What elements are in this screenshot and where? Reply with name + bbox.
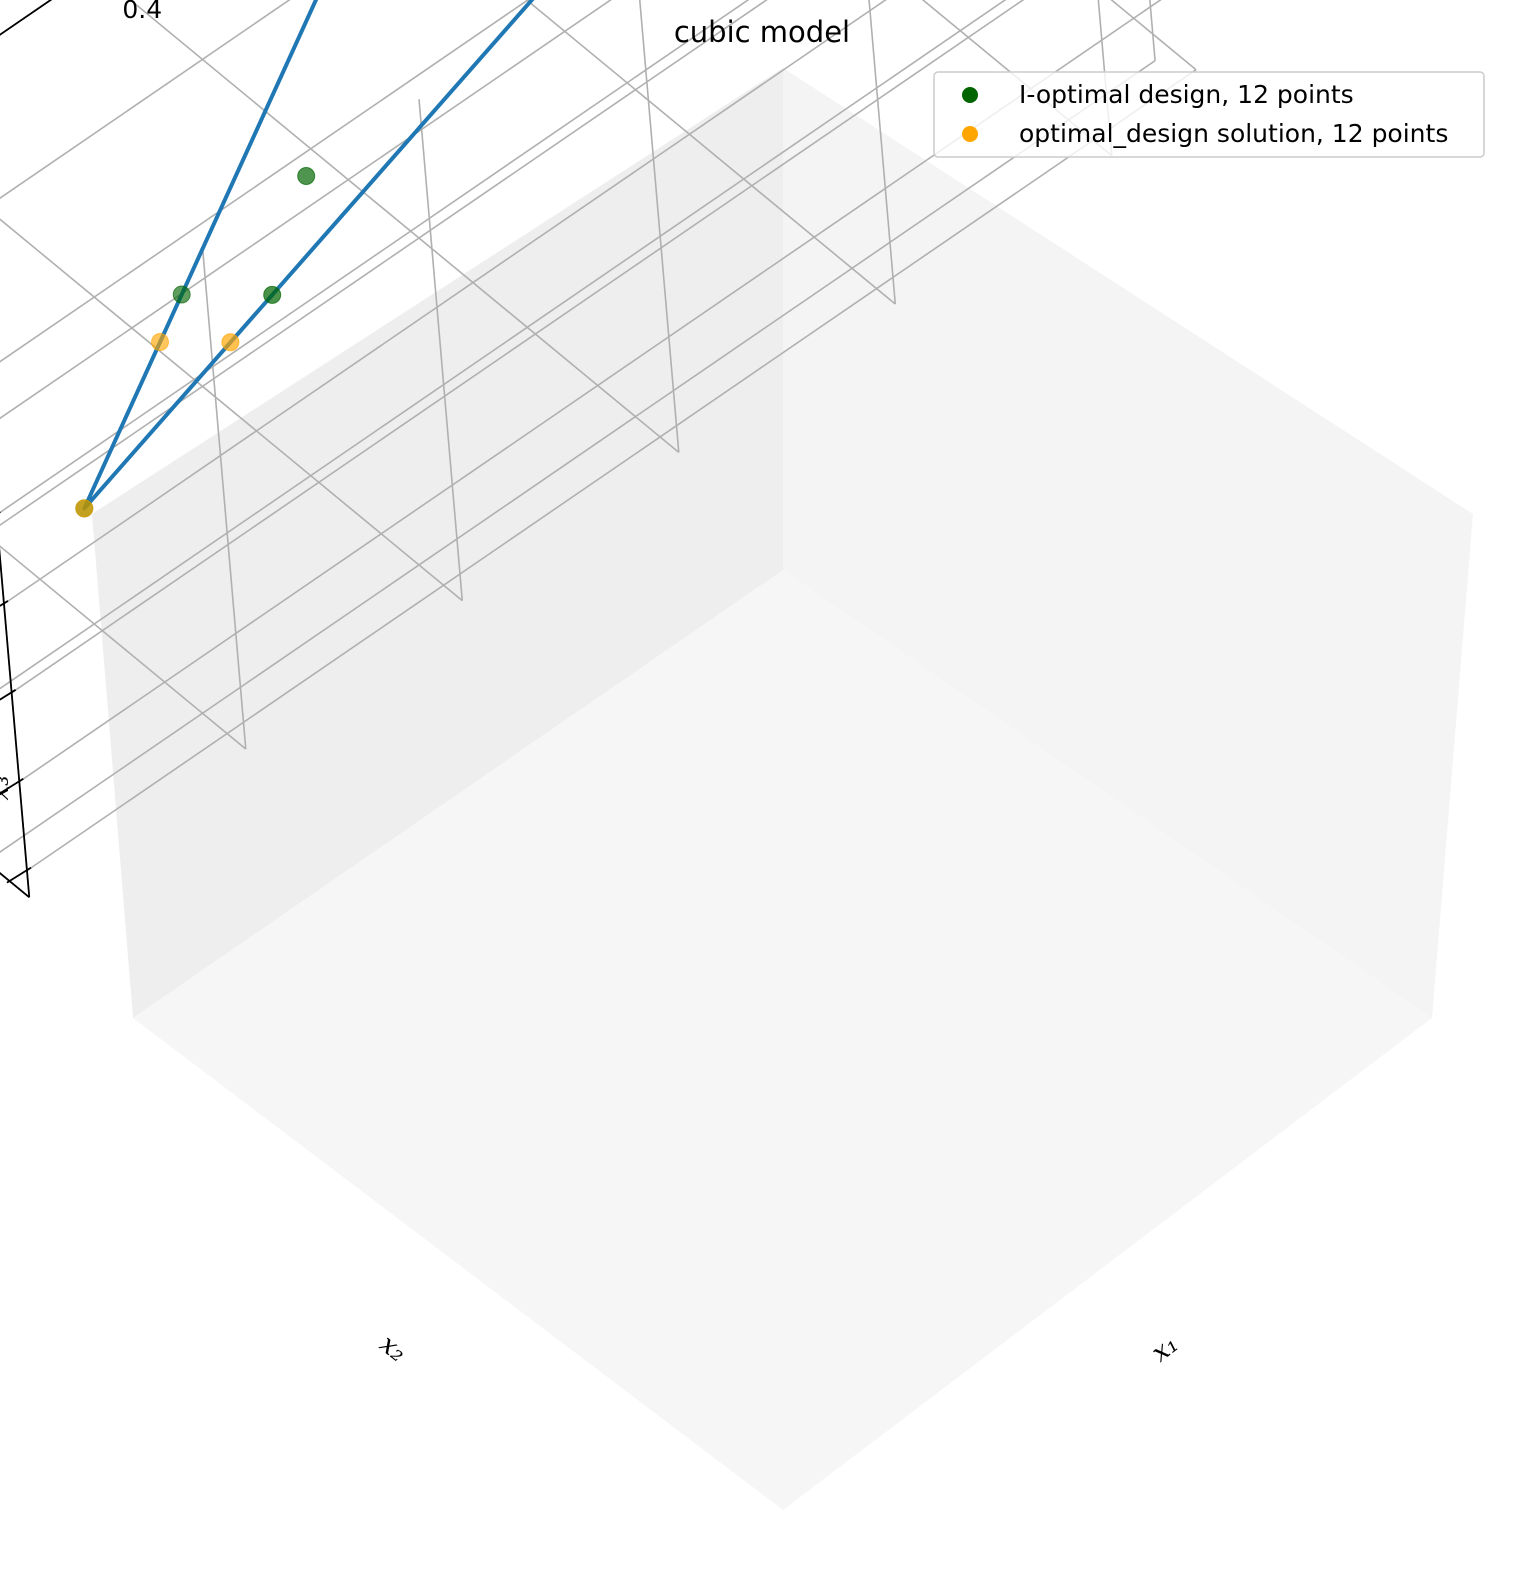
grid-line (0, 0, 530, 363)
x3-tick (6, 866, 32, 884)
x1-tick-label: 0.4 (122, 0, 162, 24)
x3-tick (0, 600, 9, 607)
grid-line (0, 0, 768, 527)
x1-axis-label: x₁ (1146, 1329, 1184, 1368)
x2-axis-label: x₂ (374, 1329, 412, 1368)
x3-tick (0, 777, 24, 795)
point-optimal-design (75, 499, 94, 518)
grid-line (0, 0, 1007, 690)
legend-label-series-1: I-optimal design, 12 points (1019, 80, 1354, 109)
grid-line (0, 872, 30, 898)
grid-line (638, 0, 680, 453)
grid-line (201, 247, 247, 750)
boundary-line (82, 0, 535, 511)
legend-label-series-2: optimal_design solution, 12 points (1019, 119, 1448, 148)
x2-axis-line (0, 871, 30, 899)
point-optimal-design (151, 333, 169, 351)
x1-axis-line (0, 0, 53, 36)
grid-line (129, 0, 680, 453)
grid-line (0, 548, 31, 898)
x3-axis-line (0, 547, 31, 898)
point-i-optimal (263, 285, 282, 304)
grid-line (418, 99, 464, 601)
axis-lines (0, 0, 53, 899)
pane-right (783, 68, 1473, 1018)
pane-floor (133, 570, 1432, 1510)
chart-title: cubic model (674, 15, 850, 49)
grid-line (26, 69, 1197, 872)
grid-line (0, 218, 463, 602)
plot-area (75, 0, 535, 518)
x3-axis-label: x₃ (0, 775, 15, 800)
grid-line (3, 0, 887, 605)
grid-line (11, 0, 1025, 694)
grid-line (0, 0, 291, 200)
grid-line (0, 60, 1156, 853)
point-i-optimal (297, 167, 316, 185)
grid-line (868, 0, 897, 305)
x3-tick (0, 689, 17, 701)
point-i-optimal (172, 285, 191, 304)
grid-line (0, 0, 750, 514)
grid-line (0, 545, 247, 750)
axes-panes (92, 68, 1473, 1510)
legend-marker-series-2 (962, 126, 978, 142)
legend: I-optimal design, 12 points optimal_desi… (933, 71, 1485, 158)
legend-marker-series-1 (962, 87, 978, 103)
legend-box (933, 71, 1485, 158)
point-optimal-design (221, 333, 240, 352)
pane-left (92, 68, 783, 1018)
grid-line (525, 0, 896, 305)
tick-marks: 0.20.30.40.50.60.70.10.20.30.40.50.60.10… (0, 0, 162, 884)
